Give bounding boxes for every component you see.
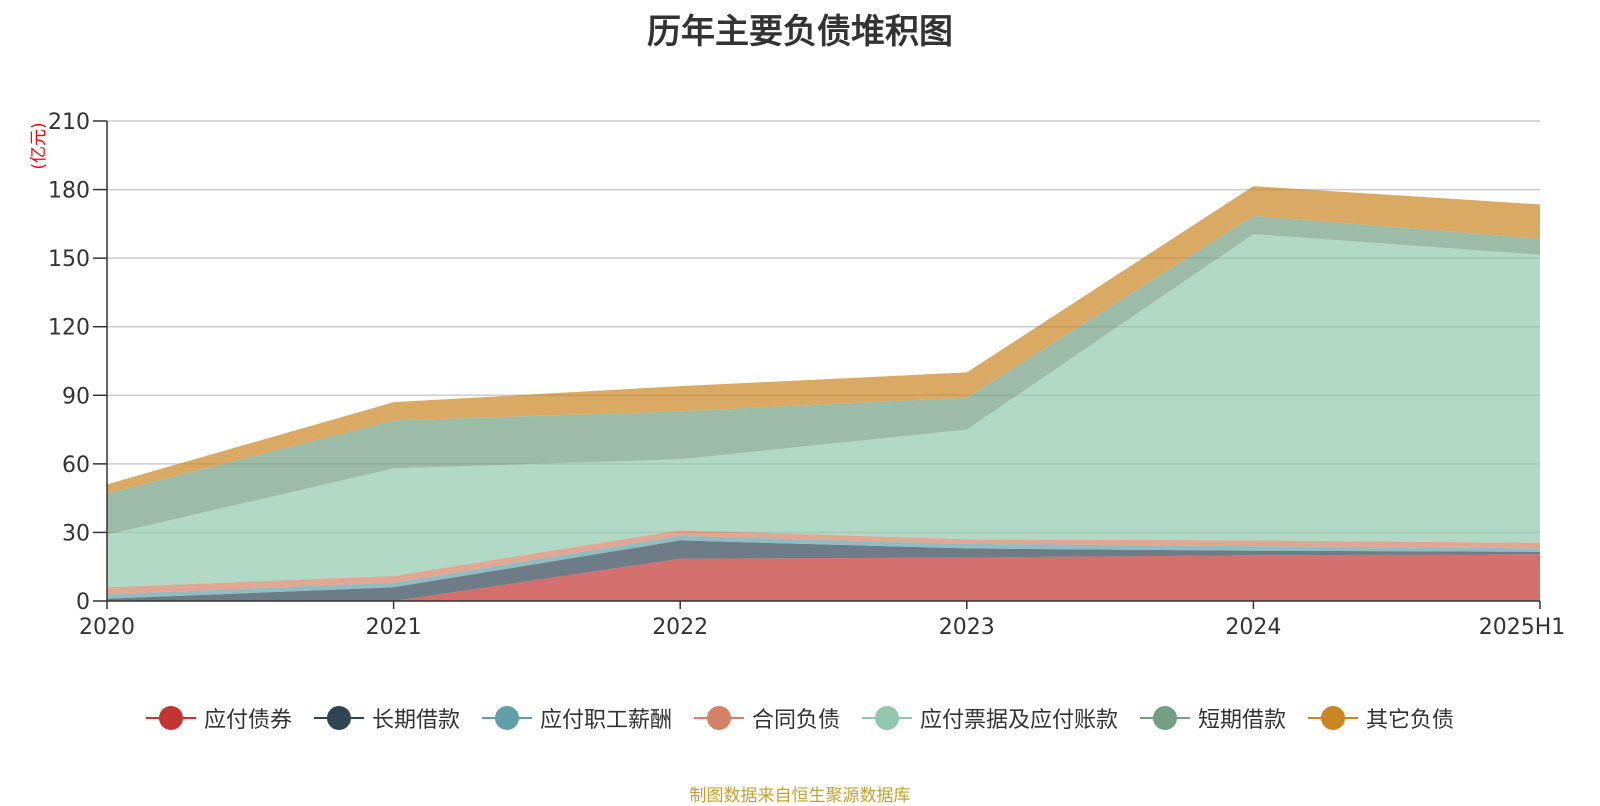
area-series-2: [107, 535, 1540, 599]
legend-label: 应付职工薪酬: [539, 708, 672, 733]
legend-marker-icon: [313, 705, 364, 731]
y-tick-label: 120: [48, 316, 90, 341]
legend-label: 应付债券: [203, 708, 292, 733]
y-tick-labels: 0 30 60 90 120 150 180 210: [48, 110, 107, 615]
y-tick-label: 210: [48, 110, 90, 135]
y-tick-label: 150: [48, 247, 90, 272]
legend-label: 其它负债: [1366, 708, 1455, 733]
legend-item-5[interactable]: 短期借款: [1140, 702, 1286, 734]
chart-title: 历年主要负债堆积图: [647, 12, 953, 52]
y-tick-label: 0: [76, 590, 90, 615]
area-series-4: [107, 234, 1540, 588]
stacked-areas: [107, 186, 1540, 601]
area-series-1: [107, 540, 1540, 601]
source-note: 制图数据来自恒生聚源数据库: [689, 786, 911, 806]
legend: 应付债券 长期借款 应付职工薪酬 合同负债 应付票据及应付账款 短期借款 其它负债: [0, 700, 1600, 736]
legend-item-0[interactable]: 应付债券: [145, 702, 292, 734]
y-tick-label: 180: [48, 179, 90, 204]
legend-marker-icon: [481, 705, 532, 731]
x-tick-label: 2020: [79, 615, 135, 640]
x-tick-label: 2025H1: [1479, 615, 1566, 640]
legend-item-3[interactable]: 合同负债: [693, 702, 840, 734]
legend-item-2[interactable]: 应付职工薪酬: [481, 702, 672, 734]
legend-label: 合同负债: [751, 708, 840, 733]
y-axis-label: (亿元): [29, 122, 49, 169]
x-tick-label: 2024: [1225, 615, 1281, 640]
area-series-5: [107, 215, 1540, 535]
legend-label: 长期借款: [371, 708, 460, 733]
legend-label: 应付票据及应付账款: [920, 708, 1119, 733]
legend-marker-icon: [1140, 705, 1191, 731]
legend-marker-icon: [862, 705, 912, 731]
y-tick-label: 30: [62, 521, 90, 546]
x-tick-label: 2023: [939, 615, 995, 640]
axes: [106, 121, 1540, 602]
legend-marker-icon: [1308, 705, 1359, 731]
legend-label: 短期借款: [1198, 708, 1287, 733]
area-series-0: [107, 554, 1540, 601]
y-tick-label: 60: [62, 453, 90, 478]
legend-item-1[interactable]: 长期借款: [313, 702, 460, 734]
x-tick-label: 2021: [366, 615, 422, 640]
area-series-6: [107, 186, 1540, 494]
legend-item-4[interactable]: 应付票据及应付账款: [862, 702, 1118, 734]
legend-marker-icon: [693, 705, 744, 731]
x-tick-labels: 2020 2021 2022 2023 2024 2025H1: [79, 601, 1565, 640]
area-series-3: [107, 530, 1540, 595]
legend-marker-icon: [145, 705, 196, 731]
x-tick-label: 2022: [652, 615, 708, 640]
y-tick-label: 90: [62, 384, 90, 409]
legend-item-6[interactable]: 其它负债: [1308, 702, 1454, 734]
